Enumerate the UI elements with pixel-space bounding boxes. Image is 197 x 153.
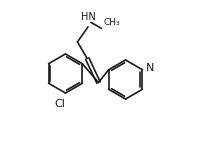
Text: HN: HN xyxy=(81,12,95,22)
Text: Cl: Cl xyxy=(54,99,65,109)
Text: N: N xyxy=(145,63,154,73)
Text: CH₃: CH₃ xyxy=(103,18,120,27)
